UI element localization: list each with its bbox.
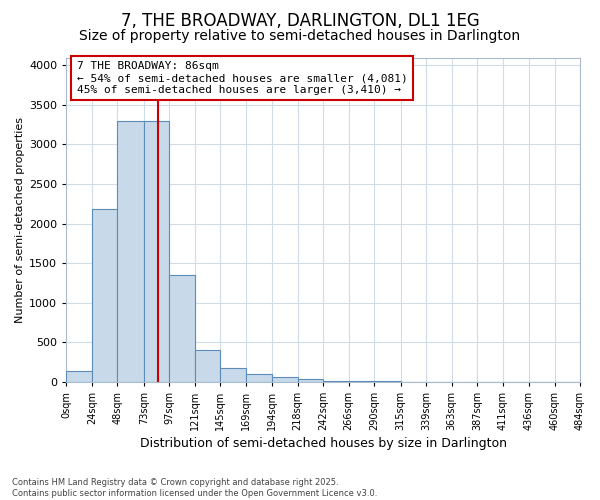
- Bar: [245, 374, 272, 382]
- Bar: [195, 350, 220, 382]
- Text: Contains HM Land Registry data © Crown copyright and database right 2025.
Contai: Contains HM Land Registry data © Crown c…: [12, 478, 377, 498]
- Bar: [169, 275, 195, 382]
- Bar: [323, 381, 349, 382]
- Bar: [117, 120, 144, 382]
- Bar: [92, 210, 117, 382]
- Bar: [272, 378, 298, 382]
- Y-axis label: Number of semi-detached properties: Number of semi-detached properties: [15, 116, 25, 322]
- Bar: [67, 372, 92, 382]
- Bar: [220, 368, 245, 382]
- Bar: [298, 380, 323, 382]
- Text: 7, THE BROADWAY, DARLINGTON, DL1 1EG: 7, THE BROADWAY, DARLINGTON, DL1 1EG: [121, 12, 479, 30]
- Bar: [144, 120, 169, 382]
- Text: Size of property relative to semi-detached houses in Darlington: Size of property relative to semi-detach…: [79, 29, 521, 43]
- X-axis label: Distribution of semi-detached houses by size in Darlington: Distribution of semi-detached houses by …: [140, 437, 506, 450]
- Text: 7 THE BROADWAY: 86sqm
← 54% of semi-detached houses are smaller (4,081)
45% of s: 7 THE BROADWAY: 86sqm ← 54% of semi-deta…: [77, 62, 407, 94]
